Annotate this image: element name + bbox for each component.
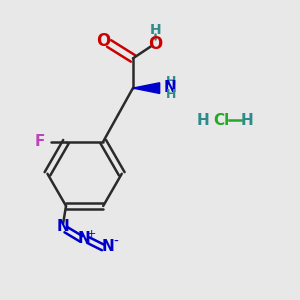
Text: H: H <box>166 88 176 101</box>
Text: O: O <box>96 32 110 50</box>
Text: F: F <box>35 134 45 149</box>
Text: H: H <box>166 75 176 88</box>
Polygon shape <box>133 83 160 94</box>
Text: N: N <box>77 231 90 246</box>
Text: -: - <box>113 235 118 249</box>
Text: N: N <box>57 219 69 234</box>
Text: N: N <box>164 80 177 95</box>
Text: H: H <box>240 113 253 128</box>
Text: O: O <box>148 34 162 52</box>
Text: N: N <box>101 239 114 254</box>
Text: H: H <box>149 23 161 37</box>
Text: Cl: Cl <box>213 113 230 128</box>
Text: +: + <box>87 229 97 238</box>
Text: H: H <box>197 113 210 128</box>
